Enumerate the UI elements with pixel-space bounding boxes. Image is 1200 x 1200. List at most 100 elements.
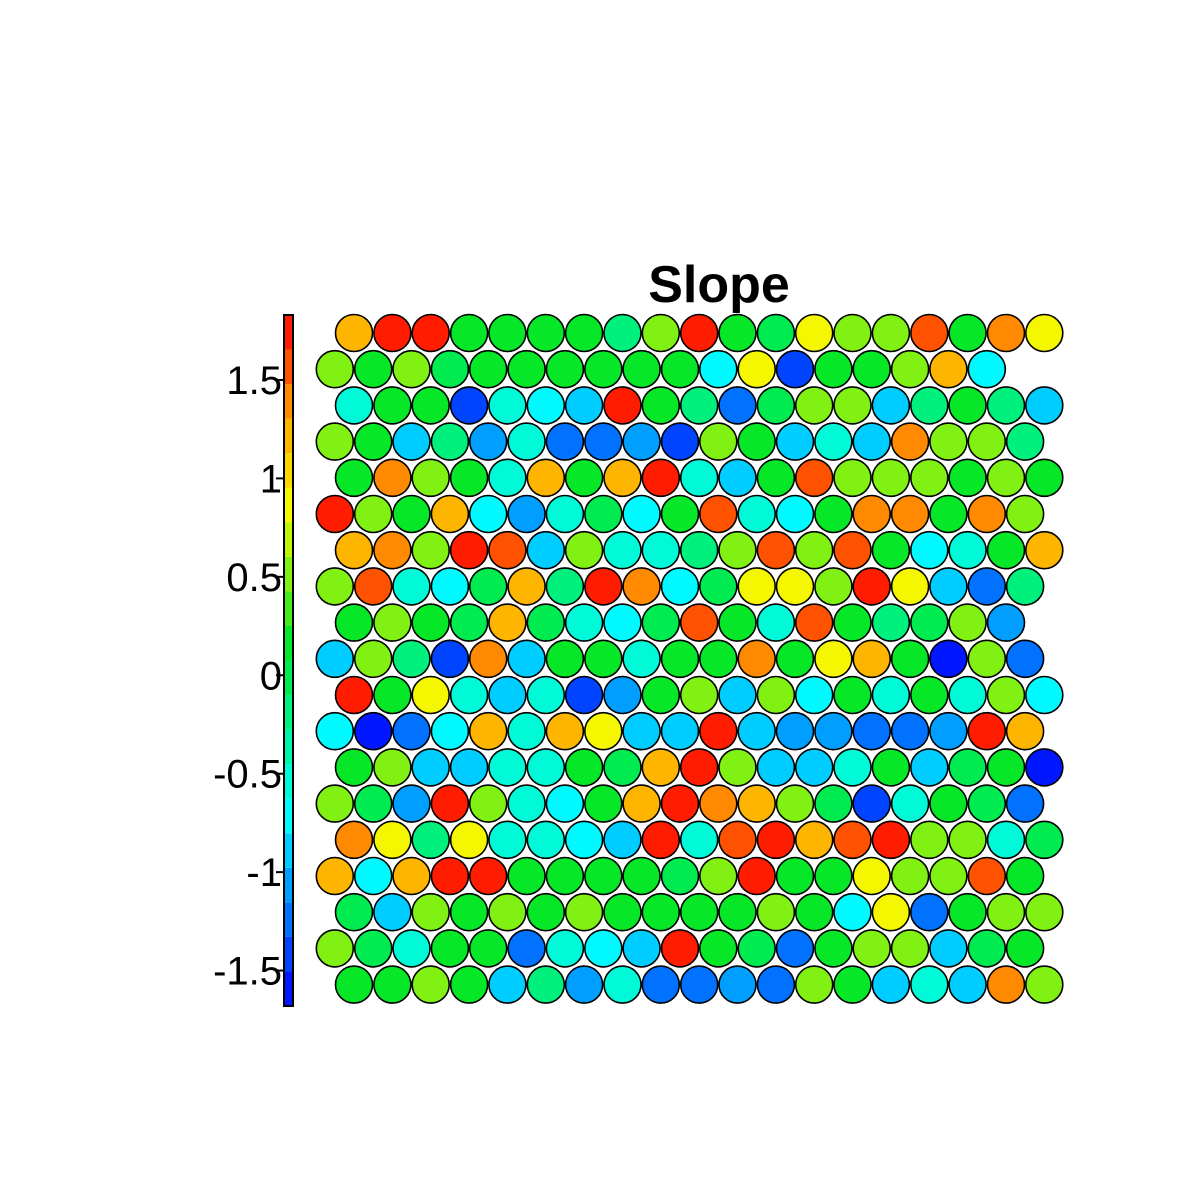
hex-cell — [373, 603, 412, 642]
colorbar-bin — [284, 867, 293, 903]
hex-cell — [353, 856, 393, 896]
hex-cell — [679, 530, 719, 570]
hex-cell — [929, 711, 968, 751]
hex-cell — [986, 313, 1026, 353]
hex-cell — [641, 748, 681, 787]
hex-cell — [1025, 313, 1064, 353]
hex-cell — [909, 603, 949, 642]
hex-cell — [718, 748, 757, 787]
hex-cell — [890, 711, 930, 751]
colorbar-bin — [284, 349, 293, 385]
hex-cell — [373, 892, 412, 932]
hex-cell — [756, 458, 796, 498]
hex-cell — [833, 748, 872, 787]
hex-cell — [679, 603, 719, 642]
colorbar-tick-label: 1.5 — [226, 359, 282, 403]
colorbar-tick-label: -0.5 — [213, 753, 282, 797]
hex-cell — [986, 748, 1026, 787]
hex-cell — [718, 675, 757, 715]
hex-cell — [488, 313, 527, 353]
hex-cell — [334, 458, 374, 498]
hex-cell — [315, 784, 355, 823]
hex-cell — [603, 603, 642, 642]
hex-cell — [526, 530, 566, 570]
colorbar-bin — [284, 315, 293, 350]
hex-cell — [564, 603, 604, 642]
hex-cell — [468, 639, 508, 679]
hex-cell — [507, 639, 546, 679]
hex-cell — [373, 313, 412, 353]
hex-cell — [756, 748, 796, 787]
hex-cell — [334, 965, 374, 1004]
hex-cell — [353, 567, 393, 606]
hex-cell — [641, 603, 681, 642]
hex-cell — [794, 386, 834, 425]
hex-cell — [737, 856, 777, 896]
colorbar-bin — [284, 453, 293, 488]
hex-cell — [986, 603, 1026, 642]
hex-cell — [334, 748, 374, 787]
hex-cell — [814, 639, 853, 679]
hex-cell — [603, 820, 642, 860]
colorbar-bin — [284, 384, 293, 419]
hex-cell — [449, 675, 489, 715]
hex-cell — [660, 856, 700, 896]
hex-cell — [334, 530, 374, 570]
colorbar-bin — [284, 591, 293, 626]
hex-cell — [411, 892, 451, 932]
hex-cell — [507, 784, 546, 823]
hex-cell — [756, 892, 796, 932]
hex-cell — [449, 892, 489, 932]
hex-cell — [641, 386, 681, 425]
hex-cell — [488, 820, 527, 860]
hex-cell — [718, 892, 757, 932]
hex-cell — [909, 675, 949, 715]
hex-cell — [698, 422, 738, 461]
hex-cell — [698, 856, 738, 896]
hex-cell — [353, 349, 393, 389]
hex-cell — [564, 820, 604, 860]
hex-cell — [737, 349, 777, 389]
hex-cell — [890, 784, 930, 823]
hex-cell — [1025, 530, 1064, 570]
hex-cell — [986, 965, 1026, 1004]
hex-cell — [756, 386, 796, 425]
hex-cell — [449, 313, 489, 353]
hex-cell — [929, 784, 968, 823]
hex-cell — [756, 530, 796, 570]
colorbar-bin — [284, 660, 293, 696]
hex-cell — [641, 313, 681, 353]
hex-cell — [1025, 748, 1064, 787]
hex-cell — [488, 892, 527, 932]
hex-cell — [833, 603, 872, 642]
hex-cell — [468, 784, 508, 823]
hex-cell — [353, 422, 393, 461]
hex-cell — [468, 349, 508, 389]
hex-cell — [468, 567, 508, 606]
hex-cell — [698, 494, 738, 534]
hex-cell — [698, 639, 738, 679]
hex-cell — [986, 820, 1026, 860]
hex-cell — [1005, 567, 1045, 606]
hex-cell — [449, 458, 489, 498]
hex-cell — [411, 386, 451, 425]
hex-cell — [545, 639, 585, 679]
hex-cell — [430, 929, 470, 968]
hex-cell — [814, 494, 853, 534]
colorbar-bin — [284, 764, 293, 799]
hex-cell — [929, 349, 968, 389]
hex-cell — [660, 929, 700, 968]
hex-cell — [622, 422, 661, 461]
hex-cell — [411, 603, 451, 642]
hex-cell — [488, 458, 527, 498]
hex-cell — [603, 748, 642, 787]
hex-cell — [315, 494, 355, 534]
hex-cell — [679, 458, 719, 498]
hex-cell — [794, 965, 834, 1004]
hex-cell — [794, 458, 834, 498]
hex-cell — [929, 929, 968, 968]
hex-cell — [1025, 820, 1064, 860]
hex-cell — [967, 567, 1007, 606]
